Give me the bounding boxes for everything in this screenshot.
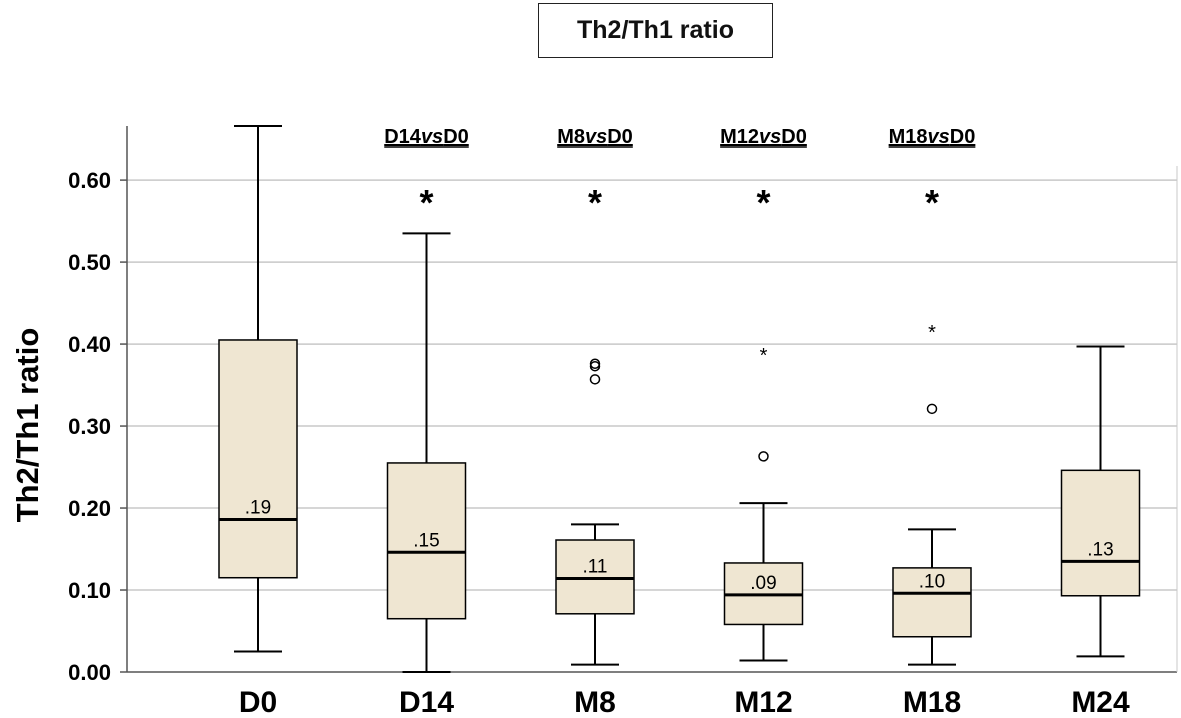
x-tick-label: M18	[903, 686, 961, 718]
x-tick-label: D14	[399, 686, 454, 718]
significance-mark: *	[925, 182, 939, 223]
box-D14	[386, 462, 467, 620]
comparison-label: M18vsD0	[889, 126, 976, 148]
y-tick-label: 0.40	[68, 332, 111, 357]
median-label: .13	[1087, 539, 1113, 560]
median-label: .15	[413, 530, 439, 551]
comparison-label: M12vsD0	[720, 126, 807, 148]
extreme-point: *	[928, 322, 936, 344]
box-M8	[555, 539, 635, 615]
significance-mark: *	[419, 182, 433, 223]
box-M18	[892, 567, 972, 638]
y-tick-label: 0.30	[68, 414, 111, 439]
median-label: .09	[750, 573, 776, 594]
box-D0	[218, 339, 298, 579]
box-M24	[1060, 469, 1141, 597]
x-tick-label: M8	[574, 686, 616, 718]
significance-mark: *	[756, 182, 770, 223]
y-tick-label: 0.50	[68, 250, 111, 275]
median-label: .11	[582, 557, 607, 578]
x-tick-label: M24	[1071, 686, 1130, 718]
y-tick-label: 0.60	[68, 168, 111, 193]
outlier-point	[589, 360, 601, 372]
outlier-point	[758, 451, 769, 462]
significance-mark: *	[588, 182, 602, 223]
outlier-point	[926, 403, 938, 415]
y-tick-label: 0.00	[68, 660, 111, 685]
extreme-point: *	[760, 345, 768, 367]
x-tick-label: M12	[734, 686, 792, 718]
outlier-point	[589, 374, 601, 385]
y-tick-label: 0.10	[68, 578, 111, 603]
chart-title: Th2/Th1 ratio	[538, 3, 773, 58]
x-tick-label: D0	[239, 686, 277, 718]
median-label: .19	[245, 498, 271, 519]
comparison-label: D14vsD0	[384, 126, 469, 148]
median-label: .10	[919, 571, 945, 592]
comparison-label: M8vsD0	[557, 126, 633, 148]
y-tick-label: 0.20	[68, 496, 111, 521]
